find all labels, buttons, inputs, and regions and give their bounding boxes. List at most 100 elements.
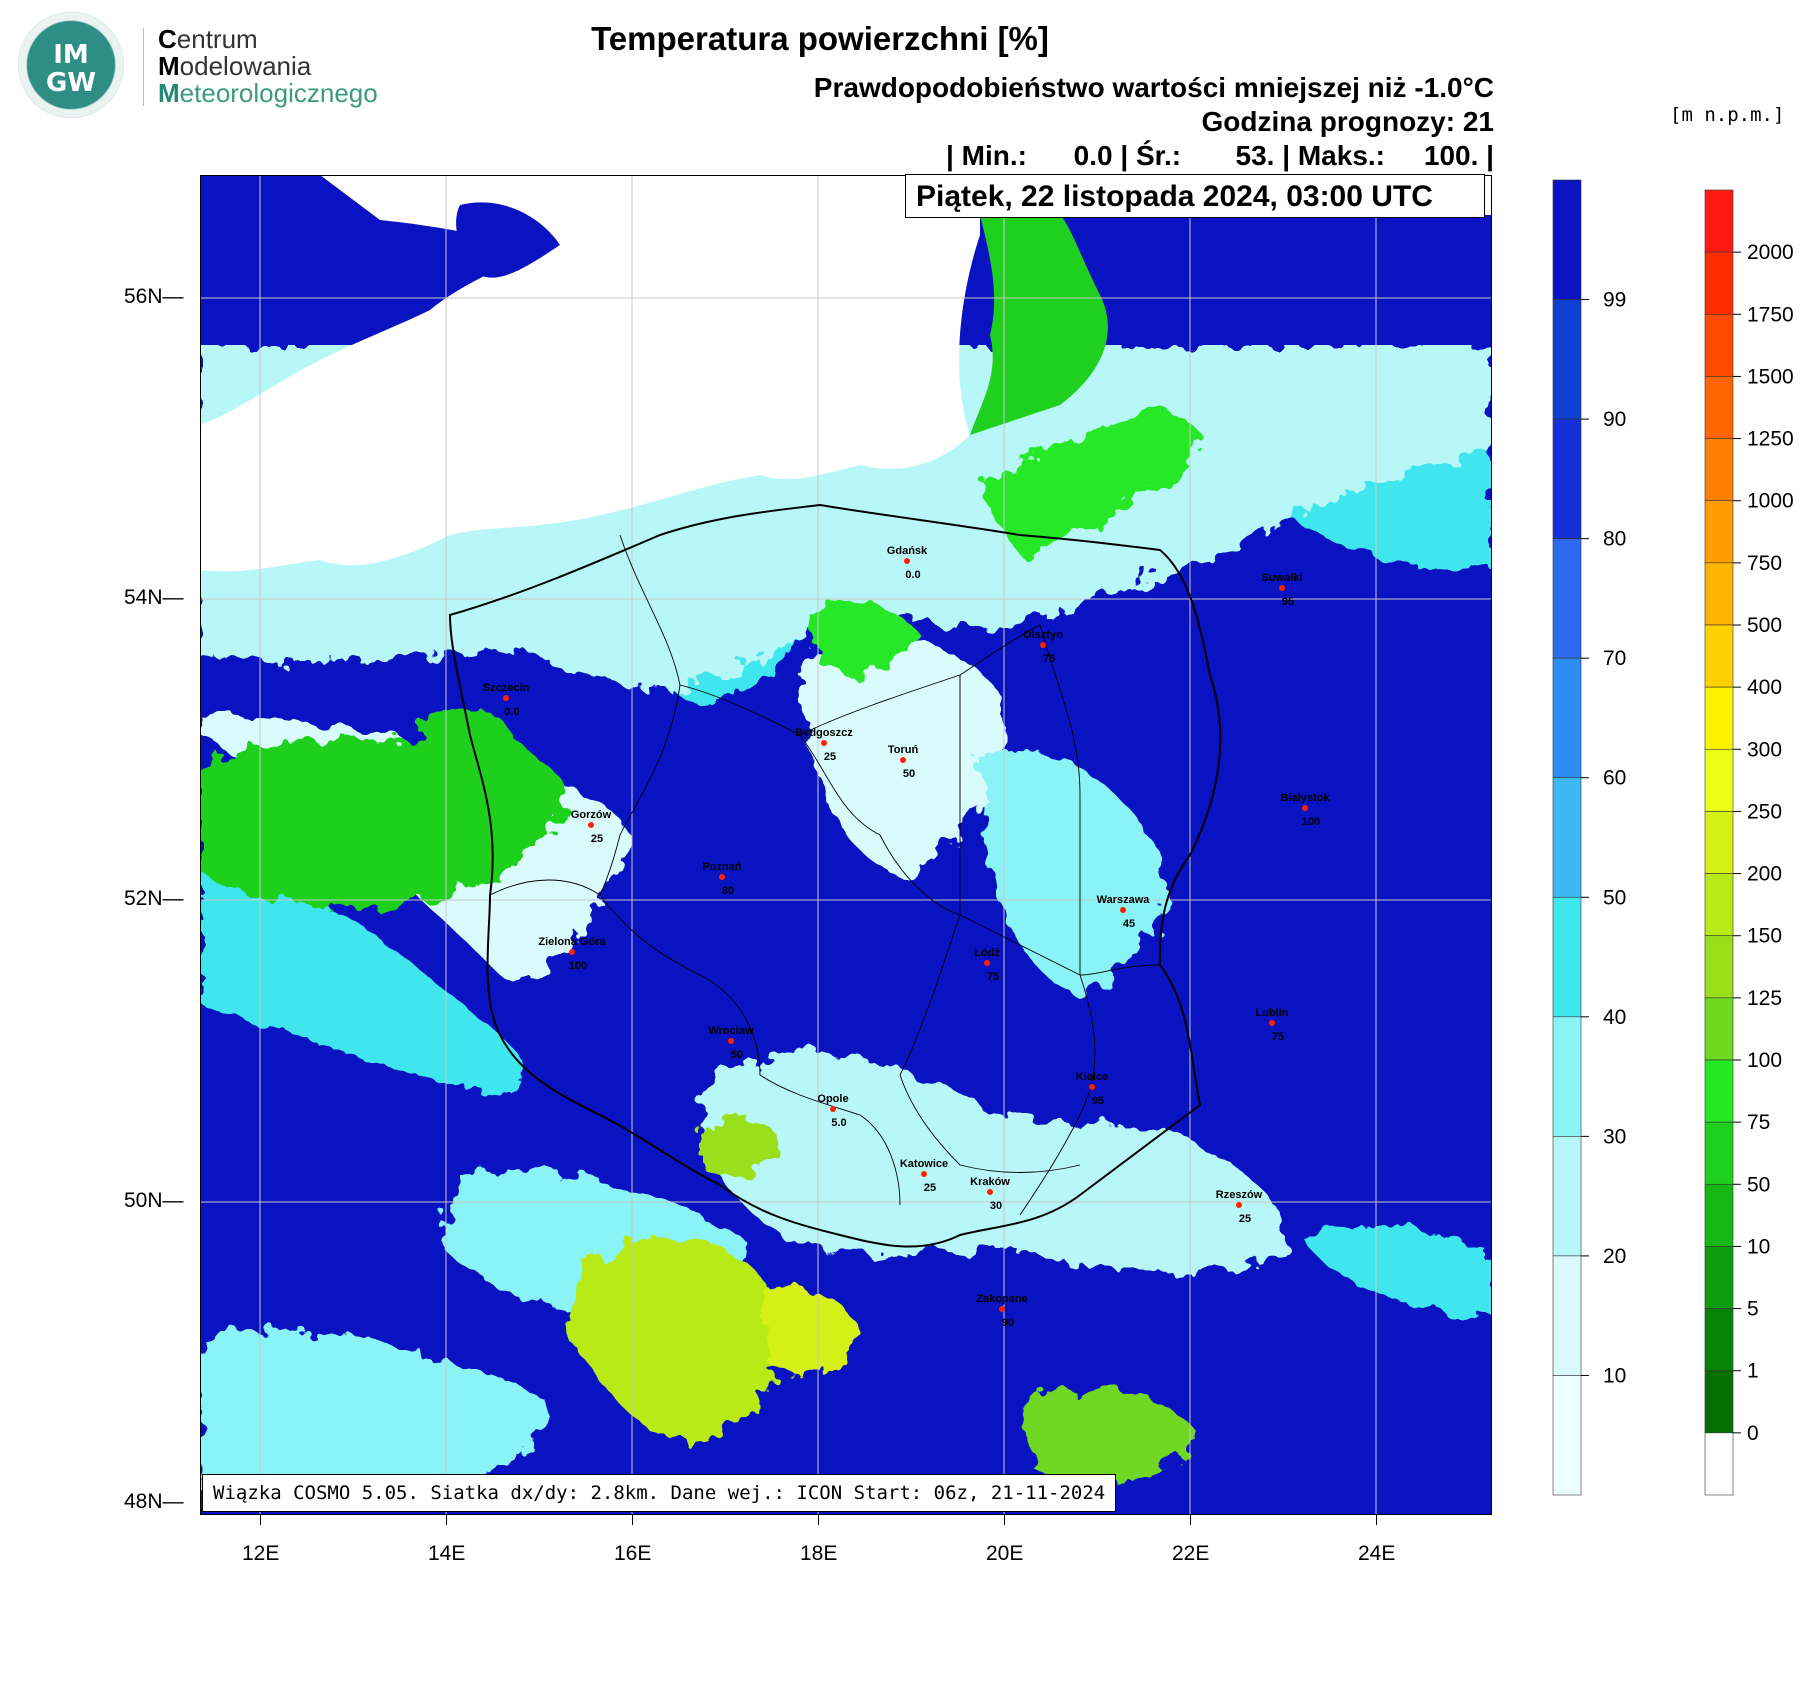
city-value: 0.0: [905, 569, 920, 581]
probability-legend-swatch: [1552, 538, 1582, 659]
city-value: 50: [731, 1049, 743, 1061]
lat-label: 56N—: [124, 285, 184, 308]
probability-legend-swatch: [1552, 418, 1582, 539]
lon-label: 22E: [1172, 1542, 1210, 1565]
lat-label: 52N—: [124, 887, 184, 910]
city-value: 75: [987, 971, 999, 983]
logo-line-3: eteorologicznego: [179, 78, 378, 108]
elevation-unit-label: [m n.p.m.]: [1670, 104, 1785, 126]
city-name: Kielce: [1076, 1071, 1108, 1083]
elevation-legend-label: 150: [1747, 925, 1782, 948]
lon-label: 20E: [986, 1542, 1024, 1565]
elevation-legend-swatch: [1704, 997, 1734, 1061]
city-value: 5.0: [831, 1117, 846, 1129]
logo-initial-1: C: [158, 24, 177, 54]
city-dot: [1279, 585, 1285, 591]
elevation-legend-label: 0: [1747, 1422, 1759, 1445]
logo-line-2: odelowania: [179, 51, 312, 81]
city-dot: [1302, 805, 1308, 811]
city-value: 75: [1043, 653, 1055, 665]
city-name: Rzeszów: [1216, 1189, 1263, 1201]
baltic-sea: [200, 175, 980, 572]
city-dot: [1269, 1020, 1275, 1026]
city-dot: [904, 558, 910, 564]
band-west-cyan: [200, 865, 526, 1095]
probability-legend-label: 80: [1603, 528, 1626, 551]
city-name: Toruń: [888, 744, 919, 756]
city-name: Zakopane: [976, 1293, 1027, 1305]
elevation-legend-label: 2000: [1747, 241, 1794, 264]
probability-legend-label: 50: [1603, 886, 1626, 909]
probability-legend-label: 70: [1603, 647, 1626, 670]
city-dot: [728, 1038, 734, 1044]
city-value: 25: [824, 751, 836, 763]
city-dot: [830, 1106, 836, 1112]
city-name: Kraków: [970, 1176, 1010, 1188]
band-central-light: [703, 1053, 1286, 1274]
city-name: Szczecin: [483, 682, 530, 694]
elevation-legend-swatch: [1704, 438, 1734, 502]
city-name: Wrocław: [708, 1025, 753, 1037]
city-value: 100: [1302, 816, 1320, 828]
city-name: Zielona Góra: [538, 936, 606, 948]
area-green-baltic: [980, 413, 1199, 555]
city-dot: [821, 740, 827, 746]
city-name: Suwałki: [1262, 572, 1303, 584]
probability-legend-label: 99: [1603, 289, 1626, 312]
probability-legend-swatch: [1552, 777, 1582, 898]
elevation-legend-label: 750: [1747, 552, 1782, 575]
elevation-legend-swatch: [1704, 376, 1734, 439]
city-dot: [588, 822, 594, 828]
region-borders: [489, 534, 1161, 1216]
area-green-gdansk: [810, 604, 920, 675]
area-opole: [700, 1117, 780, 1179]
elevation-legend-label: 125: [1747, 987, 1782, 1010]
lon-tick: [1376, 1515, 1377, 1525]
map-title: Temperatura powierzchni [%]: [591, 20, 1049, 57]
city-dot: [569, 949, 575, 955]
area-green-se: [1020, 1388, 1200, 1483]
lon-tick: [632, 1515, 633, 1525]
elevation-legend-label: 300: [1747, 738, 1782, 761]
probability-legend-label: 30: [1603, 1125, 1626, 1148]
lon-label: 16E: [614, 1542, 652, 1565]
logo-initial-3: M: [158, 78, 180, 108]
band-sw-corner: [200, 1329, 543, 1495]
city-dot: [984, 960, 990, 966]
lat-label: 48N—: [124, 1490, 184, 1513]
elevation-legend-label: 50: [1747, 1173, 1770, 1196]
band-north-central: [800, 638, 1004, 875]
emblem-text-top: IM: [53, 40, 89, 70]
probability-legend-swatch: [1552, 1136, 1582, 1257]
probability-legend-label: 60: [1603, 767, 1626, 790]
city-value: 25: [591, 833, 603, 845]
city-value: 75: [1272, 1031, 1284, 1043]
band-mazowsze: [980, 749, 1165, 995]
lon-label: 18E: [800, 1542, 838, 1565]
probability-legend-swatch: [1552, 1016, 1582, 1137]
city-markers: Gdańsk 0.0 Suwałki 95 Olsztyn 75 Szczecin 0.0 By…: [483, 545, 1331, 1329]
elevation-legend-swatch: [1704, 1246, 1734, 1309]
elevation-legend-label: 100: [1747, 1049, 1782, 1072]
elevation-legend-swatch: [1704, 1059, 1734, 1123]
city-name: Gorzów: [571, 809, 612, 821]
city-value: 45: [1123, 918, 1135, 930]
probability-legend-swatch: [1552, 1255, 1582, 1376]
lon-tick: [446, 1515, 447, 1525]
city-name: Opole: [817, 1093, 848, 1105]
probability-legend-swatch: [1552, 896, 1582, 1018]
probability-legend-label: 20: [1603, 1245, 1626, 1268]
field-statistics: | Min.: 0.0 | Śr.: 53. | Maks.: 100. |: [946, 140, 1494, 171]
lon-label: 14E: [428, 1542, 466, 1565]
elevation-legend-swatch: [1704, 251, 1734, 315]
probability-legend-label: 40: [1603, 1006, 1626, 1029]
city-value: 50: [903, 768, 915, 780]
elevation-legend-label: 250: [1747, 800, 1782, 823]
elevation-legend-swatch: [1704, 1183, 1734, 1247]
elevation-legend-swatch: [1704, 1370, 1734, 1434]
elevation-legend-swatch: [1704, 1308, 1734, 1372]
probability-legend-swatch: [1552, 179, 1582, 300]
elevation-legend-label: 200: [1747, 863, 1782, 886]
elevation-legend-label: 1250: [1747, 428, 1794, 451]
city-name: Lublin: [1256, 1007, 1289, 1019]
